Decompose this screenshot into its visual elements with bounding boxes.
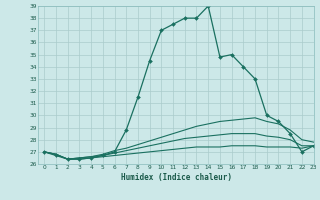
X-axis label: Humidex (Indice chaleur): Humidex (Indice chaleur)	[121, 173, 231, 182]
